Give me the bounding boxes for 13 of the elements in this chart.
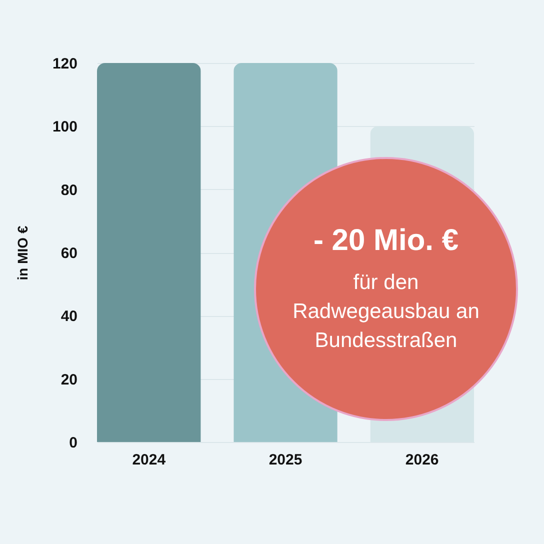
y-tick-label: 40: [60, 308, 78, 326]
y-tick-label: 60: [60, 245, 78, 262]
y-tick-label: 0: [69, 434, 78, 452]
annotation: - 20 Mio. €: [313, 224, 459, 258]
annotation: für den Radwegeausbau an Bundesstraßen: [292, 270, 480, 354]
x-tick-label: 2024: [132, 452, 166, 468]
x-tick-label: 2026: [405, 452, 439, 468]
y-tick-label: 120: [52, 56, 78, 72]
x-tick-label: 2025: [268, 452, 302, 468]
y-axis-title: in MIO €: [14, 226, 30, 280]
y-tick-label: 80: [60, 182, 78, 199]
y-tick-label: 20: [60, 371, 78, 388]
y-tick-label: 100: [52, 118, 78, 136]
